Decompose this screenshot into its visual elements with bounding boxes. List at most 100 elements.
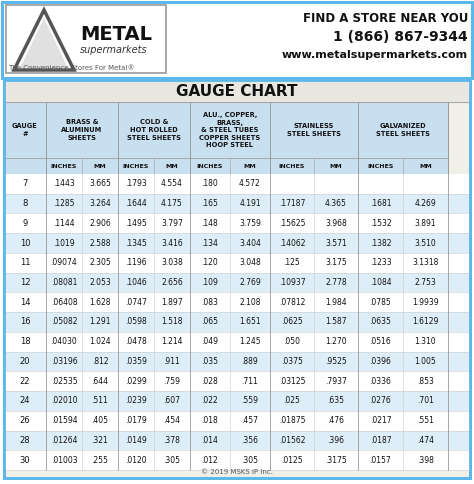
Polygon shape bbox=[20, 18, 68, 68]
Text: .644: .644 bbox=[91, 377, 109, 386]
Text: 3.968: 3.968 bbox=[325, 219, 347, 228]
Text: .0239: .0239 bbox=[125, 396, 147, 406]
Text: .15625: .15625 bbox=[279, 219, 305, 228]
Text: 2.769: 2.769 bbox=[239, 278, 261, 287]
Text: 1 (866) 867-9344: 1 (866) 867-9344 bbox=[333, 30, 468, 44]
Bar bbox=[46, 102, 118, 158]
Text: 10: 10 bbox=[20, 239, 30, 248]
Text: .398: .398 bbox=[417, 455, 434, 465]
Bar bbox=[4, 411, 470, 431]
Text: .06408: .06408 bbox=[51, 298, 77, 307]
Text: 3.797: 3.797 bbox=[161, 219, 183, 228]
Text: .1019: .1019 bbox=[53, 239, 75, 248]
Text: .05082: .05082 bbox=[51, 318, 77, 327]
Text: .9525: .9525 bbox=[325, 357, 347, 366]
Text: .474: .474 bbox=[417, 436, 434, 445]
Text: 4.365: 4.365 bbox=[325, 199, 347, 208]
Text: .022: .022 bbox=[201, 396, 219, 406]
Text: 2.656: 2.656 bbox=[161, 278, 183, 287]
Text: .1046: .1046 bbox=[125, 278, 147, 287]
Text: supermarkets: supermarkets bbox=[80, 45, 147, 55]
Text: COLD &
HOT ROLLED
STEEL SHEETS: COLD & HOT ROLLED STEEL SHEETS bbox=[127, 120, 181, 140]
Text: 14: 14 bbox=[20, 298, 30, 307]
Text: 1.024: 1.024 bbox=[89, 337, 111, 346]
Text: .889: .889 bbox=[242, 357, 258, 366]
Bar bbox=[4, 102, 46, 158]
Text: www.metalsupermarkets.com: www.metalsupermarkets.com bbox=[282, 50, 468, 60]
Text: .3175: .3175 bbox=[325, 455, 347, 465]
Text: 2.108: 2.108 bbox=[239, 298, 261, 307]
Text: .476: .476 bbox=[328, 416, 345, 425]
Text: 2.753: 2.753 bbox=[415, 278, 437, 287]
Text: 1.651: 1.651 bbox=[239, 318, 261, 327]
Text: .853: .853 bbox=[417, 377, 434, 386]
Text: 11: 11 bbox=[20, 258, 30, 267]
Text: .03196: .03196 bbox=[51, 357, 77, 366]
Text: 3.175: 3.175 bbox=[325, 258, 347, 267]
Text: 1.214: 1.214 bbox=[161, 337, 183, 346]
Bar bbox=[270, 102, 358, 158]
Bar bbox=[4, 213, 470, 233]
Text: INCHES: INCHES bbox=[51, 164, 77, 168]
Text: FIND A STORE NEAR YOU: FIND A STORE NEAR YOU bbox=[302, 12, 468, 25]
Bar bbox=[4, 391, 470, 411]
Text: 1.310: 1.310 bbox=[415, 337, 436, 346]
Text: 20: 20 bbox=[20, 357, 30, 366]
Text: .1285: .1285 bbox=[53, 199, 75, 208]
Text: MM: MM bbox=[244, 164, 256, 168]
Text: 3.416: 3.416 bbox=[161, 239, 183, 248]
Bar bbox=[4, 174, 470, 194]
Text: .511: .511 bbox=[91, 396, 109, 406]
Text: 24: 24 bbox=[20, 396, 30, 406]
Text: 3.510: 3.510 bbox=[415, 239, 437, 248]
Text: .04030: .04030 bbox=[51, 337, 77, 346]
Text: .551: .551 bbox=[417, 416, 434, 425]
Text: GALVANIZED
STEEL SHEETS: GALVANIZED STEEL SHEETS bbox=[376, 123, 430, 137]
Text: .812: .812 bbox=[91, 357, 109, 366]
Bar bbox=[4, 431, 470, 450]
Text: 2.588: 2.588 bbox=[89, 239, 111, 248]
Bar bbox=[4, 450, 470, 470]
Text: 16: 16 bbox=[20, 318, 30, 327]
Text: .01562: .01562 bbox=[279, 436, 305, 445]
Bar bbox=[46, 158, 118, 174]
Text: 30: 30 bbox=[20, 455, 30, 465]
Text: .759: .759 bbox=[164, 377, 181, 386]
Text: 1.9939: 1.9939 bbox=[412, 298, 439, 307]
Text: .165: .165 bbox=[201, 199, 219, 208]
Text: .0598: .0598 bbox=[125, 318, 147, 327]
Text: 22: 22 bbox=[20, 377, 30, 386]
Bar bbox=[4, 80, 470, 102]
Text: .0149: .0149 bbox=[125, 436, 147, 445]
Text: STAINLESS
STEEL SHEETS: STAINLESS STEEL SHEETS bbox=[287, 123, 341, 137]
Text: 18: 18 bbox=[20, 337, 30, 346]
Text: 3.264: 3.264 bbox=[89, 199, 111, 208]
Text: 1.897: 1.897 bbox=[161, 298, 183, 307]
Text: .17187: .17187 bbox=[279, 199, 305, 208]
Text: 1.245: 1.245 bbox=[239, 337, 261, 346]
Text: 3.048: 3.048 bbox=[239, 258, 261, 267]
Text: .01875: .01875 bbox=[279, 416, 305, 425]
Text: 4.572: 4.572 bbox=[239, 180, 261, 188]
Text: The Convenience Stores For Metal®: The Convenience Stores For Metal® bbox=[8, 65, 135, 71]
Bar bbox=[4, 233, 470, 253]
Text: .028: .028 bbox=[201, 377, 219, 386]
Bar bbox=[270, 158, 358, 174]
Text: .01594: .01594 bbox=[51, 416, 77, 425]
Bar bbox=[4, 332, 470, 351]
Text: .1382: .1382 bbox=[370, 239, 391, 248]
Text: .050: .050 bbox=[283, 337, 301, 346]
Text: 28: 28 bbox=[20, 436, 30, 445]
Polygon shape bbox=[14, 10, 74, 70]
Text: .09074: .09074 bbox=[51, 258, 77, 267]
Bar bbox=[118, 102, 190, 158]
Text: 1.984: 1.984 bbox=[325, 298, 347, 307]
Text: .0635: .0635 bbox=[370, 318, 392, 327]
Text: .0157: .0157 bbox=[370, 455, 392, 465]
Text: INCHES: INCHES bbox=[197, 164, 223, 168]
Text: .0336: .0336 bbox=[370, 377, 392, 386]
Bar bbox=[190, 158, 270, 174]
Text: 4.269: 4.269 bbox=[415, 199, 437, 208]
Text: .0217: .0217 bbox=[370, 416, 392, 425]
Bar bbox=[4, 80, 470, 478]
